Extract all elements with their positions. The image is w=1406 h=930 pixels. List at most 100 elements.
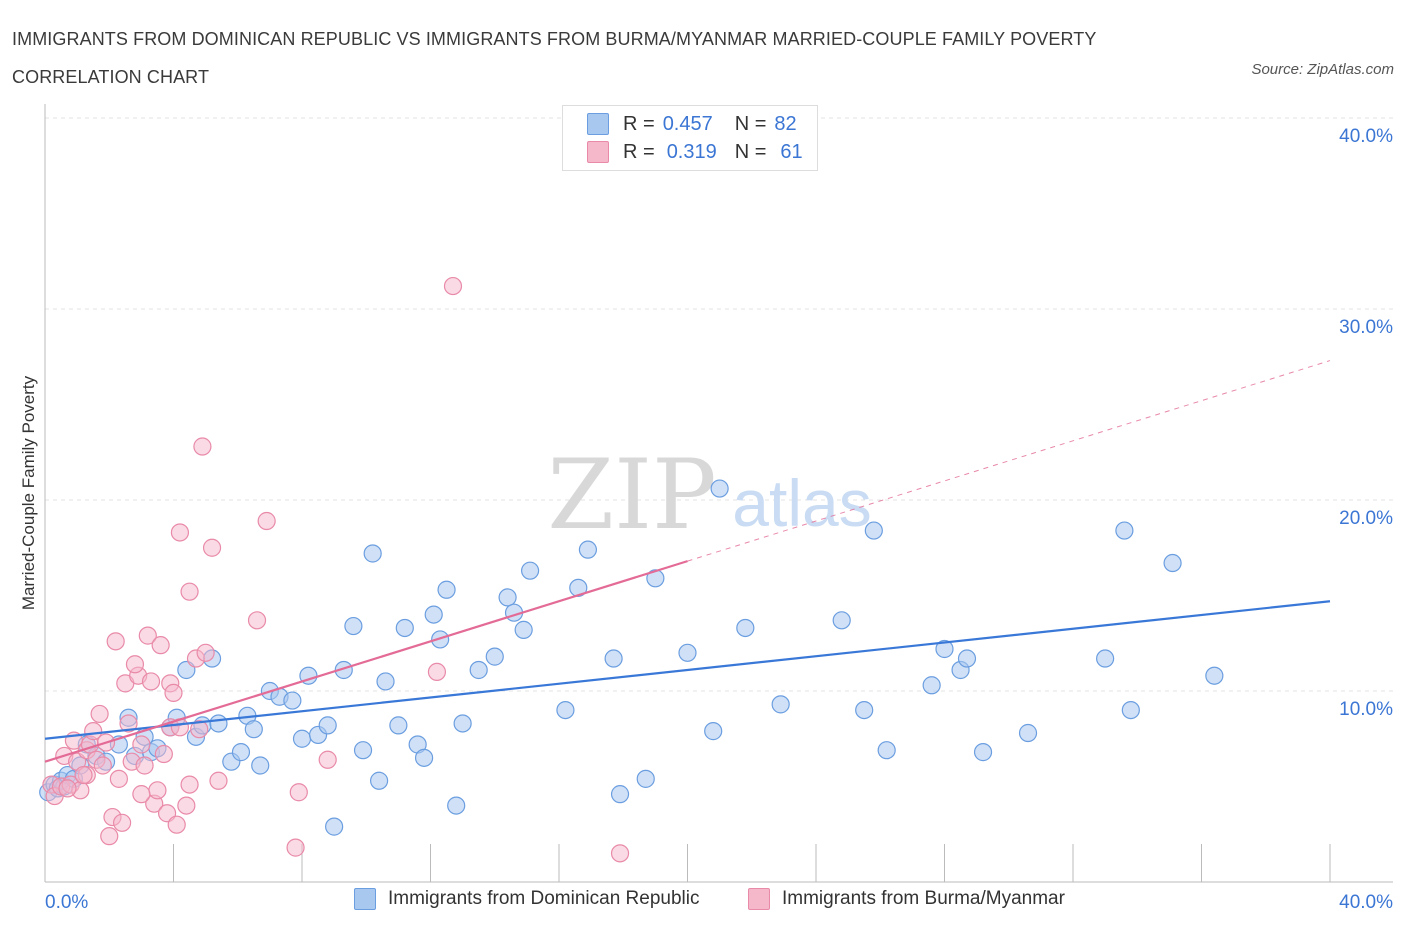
data-point-dominican <box>610 785 630 804</box>
data-point-burma <box>132 735 151 754</box>
series-legend: Immigrants from Dominican Republic Immig… <box>0 888 1406 916</box>
data-point-dominican <box>437 580 456 599</box>
data-point-dominican <box>325 817 344 836</box>
data-point-burma <box>135 756 154 775</box>
legend-n-label: N = <box>734 112 767 135</box>
legend-item-burma: Immigrants from Burma/Myanmar <box>748 888 1065 910</box>
data-point-burma <box>427 662 447 682</box>
trend-line-dominican <box>44 600 1331 740</box>
data-point-dominican <box>283 691 302 710</box>
data-point-dominican <box>453 714 472 733</box>
legend-r-value: 0.457 <box>662 112 713 135</box>
legend-row-dominican: R = 0.457 N = 82 <box>587 112 797 136</box>
data-point-dominican <box>957 649 977 668</box>
legend-swatch-blue <box>354 888 376 910</box>
legend-r-label: R = <box>623 140 655 163</box>
data-point-dominican <box>363 544 382 563</box>
data-point-dominican <box>646 569 665 588</box>
y-axis-label: Married-Couple Family Poverty <box>19 375 38 610</box>
data-point-dominican <box>376 672 395 691</box>
data-point-burma <box>247 611 267 630</box>
data-point-burma <box>90 704 109 724</box>
legend-n-label: N = <box>734 140 767 163</box>
data-point-dominican <box>353 741 373 760</box>
data-point-burma <box>93 756 112 775</box>
data-point-burma <box>74 765 93 785</box>
data-point-dominican <box>578 540 598 559</box>
data-point-dominican <box>209 714 228 733</box>
chart-title: IMMIGRANTS FROM DOMINICAN REPUBLIC VS IM… <box>12 29 1097 87</box>
y-tick-label: 30.0% <box>1339 317 1393 338</box>
data-point-dominican <box>1205 666 1224 685</box>
source-label: Source: ZipAtlas.com <box>1251 61 1394 78</box>
data-point-burma <box>318 750 337 769</box>
legend-r-label: R = <box>623 112 655 135</box>
legend-swatch-blue <box>587 113 609 135</box>
data-point-dominican <box>678 643 697 662</box>
data-point-dominican <box>1096 649 1115 668</box>
legend-swatch-pink <box>587 141 609 163</box>
data-point-dominican <box>855 700 874 720</box>
data-point-burma <box>154 744 173 764</box>
data-point-burma <box>180 582 199 601</box>
data-point-dominican <box>251 756 270 775</box>
data-point-dominican <box>424 605 443 624</box>
tick-labels: 10.0% 20.0% 30.0% 40.0% 0.0% 40.0% <box>45 126 1393 913</box>
data-point-burma <box>167 815 186 834</box>
data-point-burma <box>180 775 199 794</box>
trend-line-burma <box>44 560 688 763</box>
data-point-burma <box>170 523 190 542</box>
data-point-dominican <box>704 722 723 741</box>
data-point-dominican <box>447 796 466 815</box>
data-point-dominican <box>604 649 623 668</box>
data-point-burma <box>100 827 119 846</box>
data-point-dominican <box>395 618 414 638</box>
trend-line-burma-extension <box>687 360 1331 562</box>
data-point-dominican <box>1121 700 1140 720</box>
watermark-atlas: atlas <box>732 466 871 540</box>
data-point-burma <box>132 785 151 804</box>
data-point-dominican <box>710 479 729 498</box>
legend-label-dominican: Immigrants from Dominican Republic <box>388 888 700 909</box>
data-point-dominican <box>231 743 251 762</box>
data-point-burma <box>289 783 308 802</box>
data-point-dominican <box>1018 723 1038 743</box>
trend-lines <box>44 360 1331 763</box>
data-point-burma <box>196 643 215 662</box>
data-point-dominican <box>973 743 993 762</box>
data-point-dominican <box>922 676 941 695</box>
data-point-dominican <box>1115 521 1134 540</box>
data-point-dominican <box>1163 553 1182 573</box>
data-point-burma <box>202 538 222 557</box>
data-point-dominican <box>292 729 312 748</box>
data-point-burma <box>109 769 128 788</box>
data-point-dominican <box>771 695 790 714</box>
data-point-burma <box>193 437 212 456</box>
data-point-burma <box>84 722 103 741</box>
data-point-burma <box>141 672 161 691</box>
data-point-dominican <box>485 647 504 666</box>
data-point-dominican <box>498 588 517 607</box>
data-point-burma <box>58 779 77 798</box>
data-point-burma <box>164 683 183 703</box>
data-point-burma <box>148 781 167 800</box>
data-point-burma <box>190 720 209 739</box>
data-point-dominican <box>318 716 337 735</box>
data-point-burma <box>138 626 157 645</box>
data-point-burma <box>119 714 138 733</box>
y-tick-label: 40.0% <box>1339 126 1393 147</box>
data-point-dominican <box>736 618 755 638</box>
legend-label-burma: Immigrants from Burma/Myanmar <box>782 888 1065 909</box>
legend-swatch-pink <box>748 888 770 910</box>
y-tick-label: 20.0% <box>1339 508 1393 529</box>
data-point-dominican <box>370 771 389 790</box>
grid-lines <box>45 117 1393 692</box>
legend-row-burma: R = 0.319 N = 61 <box>587 140 803 164</box>
watermark: ZIP atlas <box>547 439 871 551</box>
data-point-burma <box>125 655 145 674</box>
data-point-dominican <box>469 660 488 680</box>
data-point-burma <box>151 636 170 655</box>
data-point-burma <box>257 511 276 531</box>
data-point-dominican <box>877 741 896 760</box>
data-point-dominican <box>864 521 883 540</box>
